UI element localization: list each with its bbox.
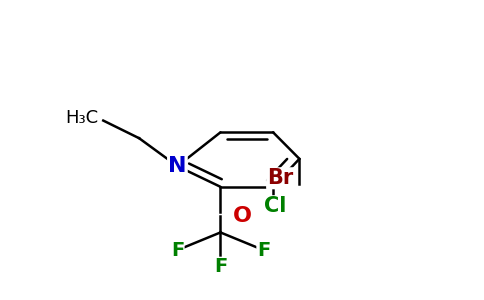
Text: N: N — [168, 156, 187, 176]
Text: F: F — [214, 257, 227, 277]
Text: F: F — [257, 241, 270, 260]
Text: F: F — [171, 241, 184, 260]
Text: Cl: Cl — [264, 196, 287, 216]
Text: O: O — [232, 206, 252, 226]
Text: Br: Br — [267, 168, 293, 188]
Text: H₃C: H₃C — [65, 109, 98, 127]
